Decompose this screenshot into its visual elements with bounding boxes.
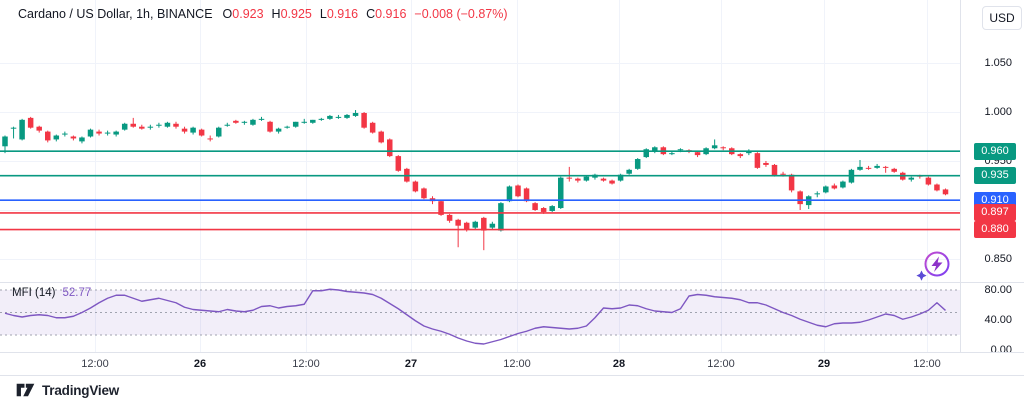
mfi-legend[interactable]: MFI (14) 52.77 xyxy=(12,287,91,299)
time-axis[interactable]: 12:00 26 12:00 27 12:00 28 12:00 29 12:00 xyxy=(0,352,1024,375)
price-level-badge[interactable]: 0.960 xyxy=(974,142,1016,160)
time-axis-label: 12:00 xyxy=(81,358,109,370)
price-level-badge[interactable]: 0.880 xyxy=(974,221,1016,239)
time-axis-label: 12:00 xyxy=(913,358,941,370)
price-axis-border xyxy=(960,0,961,375)
ohlc-values: O 0.923 H 0.925 L 0.916 C 0.916 −0.008 (−0.8… xyxy=(223,7,508,21)
time-axis-label: 28 xyxy=(612,358,626,370)
chart-legend[interactable]: Cardano / US Dollar, 1h, BINANCE O 0.923 … xyxy=(18,7,508,21)
price-axis-label: 1.050 xyxy=(984,57,1012,69)
price-axis[interactable]: 1.050 1.000 0.950 0.850 80.00 40.00 0.00 0.960 0… xyxy=(960,0,1024,356)
open-value: O 0.923 xyxy=(222,7,264,21)
tradingview-logo-icon[interactable] xyxy=(16,382,35,399)
pane-separator[interactable] xyxy=(0,282,1024,283)
attribution-bar: TradingView xyxy=(0,375,1024,405)
time-axis-label: 12:00 xyxy=(503,358,531,370)
tradingview-wordmark[interactable]: TradingView xyxy=(42,383,120,398)
mfi-axis-label: 40.00 xyxy=(984,314,1012,326)
mfi-indicator-pane[interactable] xyxy=(0,283,960,352)
mfi-axis-label: 80.00 xyxy=(984,284,1012,296)
high-value: H 0.925 xyxy=(271,7,312,21)
symbol-title[interactable]: Cardano / US Dollar, 1h, BINANCE xyxy=(18,7,213,21)
price-axis-label: 1.000 xyxy=(984,106,1012,118)
price-level-badge[interactable]: 0.897 xyxy=(974,204,1016,222)
candlestick-chart[interactable] xyxy=(0,0,960,282)
time-axis-label: 29 xyxy=(817,358,831,370)
flash-analysis-button[interactable] xyxy=(914,249,954,285)
time-axis-label: 27 xyxy=(404,358,418,370)
currency-toggle-button[interactable]: USD xyxy=(982,6,1022,30)
close-value: C 0.916 xyxy=(366,7,407,21)
price-level-badge[interactable]: 0.935 xyxy=(974,167,1016,185)
low-value: L 0.916 xyxy=(319,7,359,21)
lightning-circle-icon xyxy=(916,251,950,281)
price-change: −0.008 (−0.87%) xyxy=(414,7,508,21)
time-axis-label: 12:00 xyxy=(292,358,320,370)
mfi-label: MFI (14) xyxy=(12,287,56,299)
time-axis-label: 12:00 xyxy=(707,358,735,370)
mfi-value: 52.77 xyxy=(62,287,92,299)
time-axis-label: 26 xyxy=(193,358,207,370)
mfi-line xyxy=(4,288,946,345)
price-axis-label: 0.850 xyxy=(984,253,1012,265)
